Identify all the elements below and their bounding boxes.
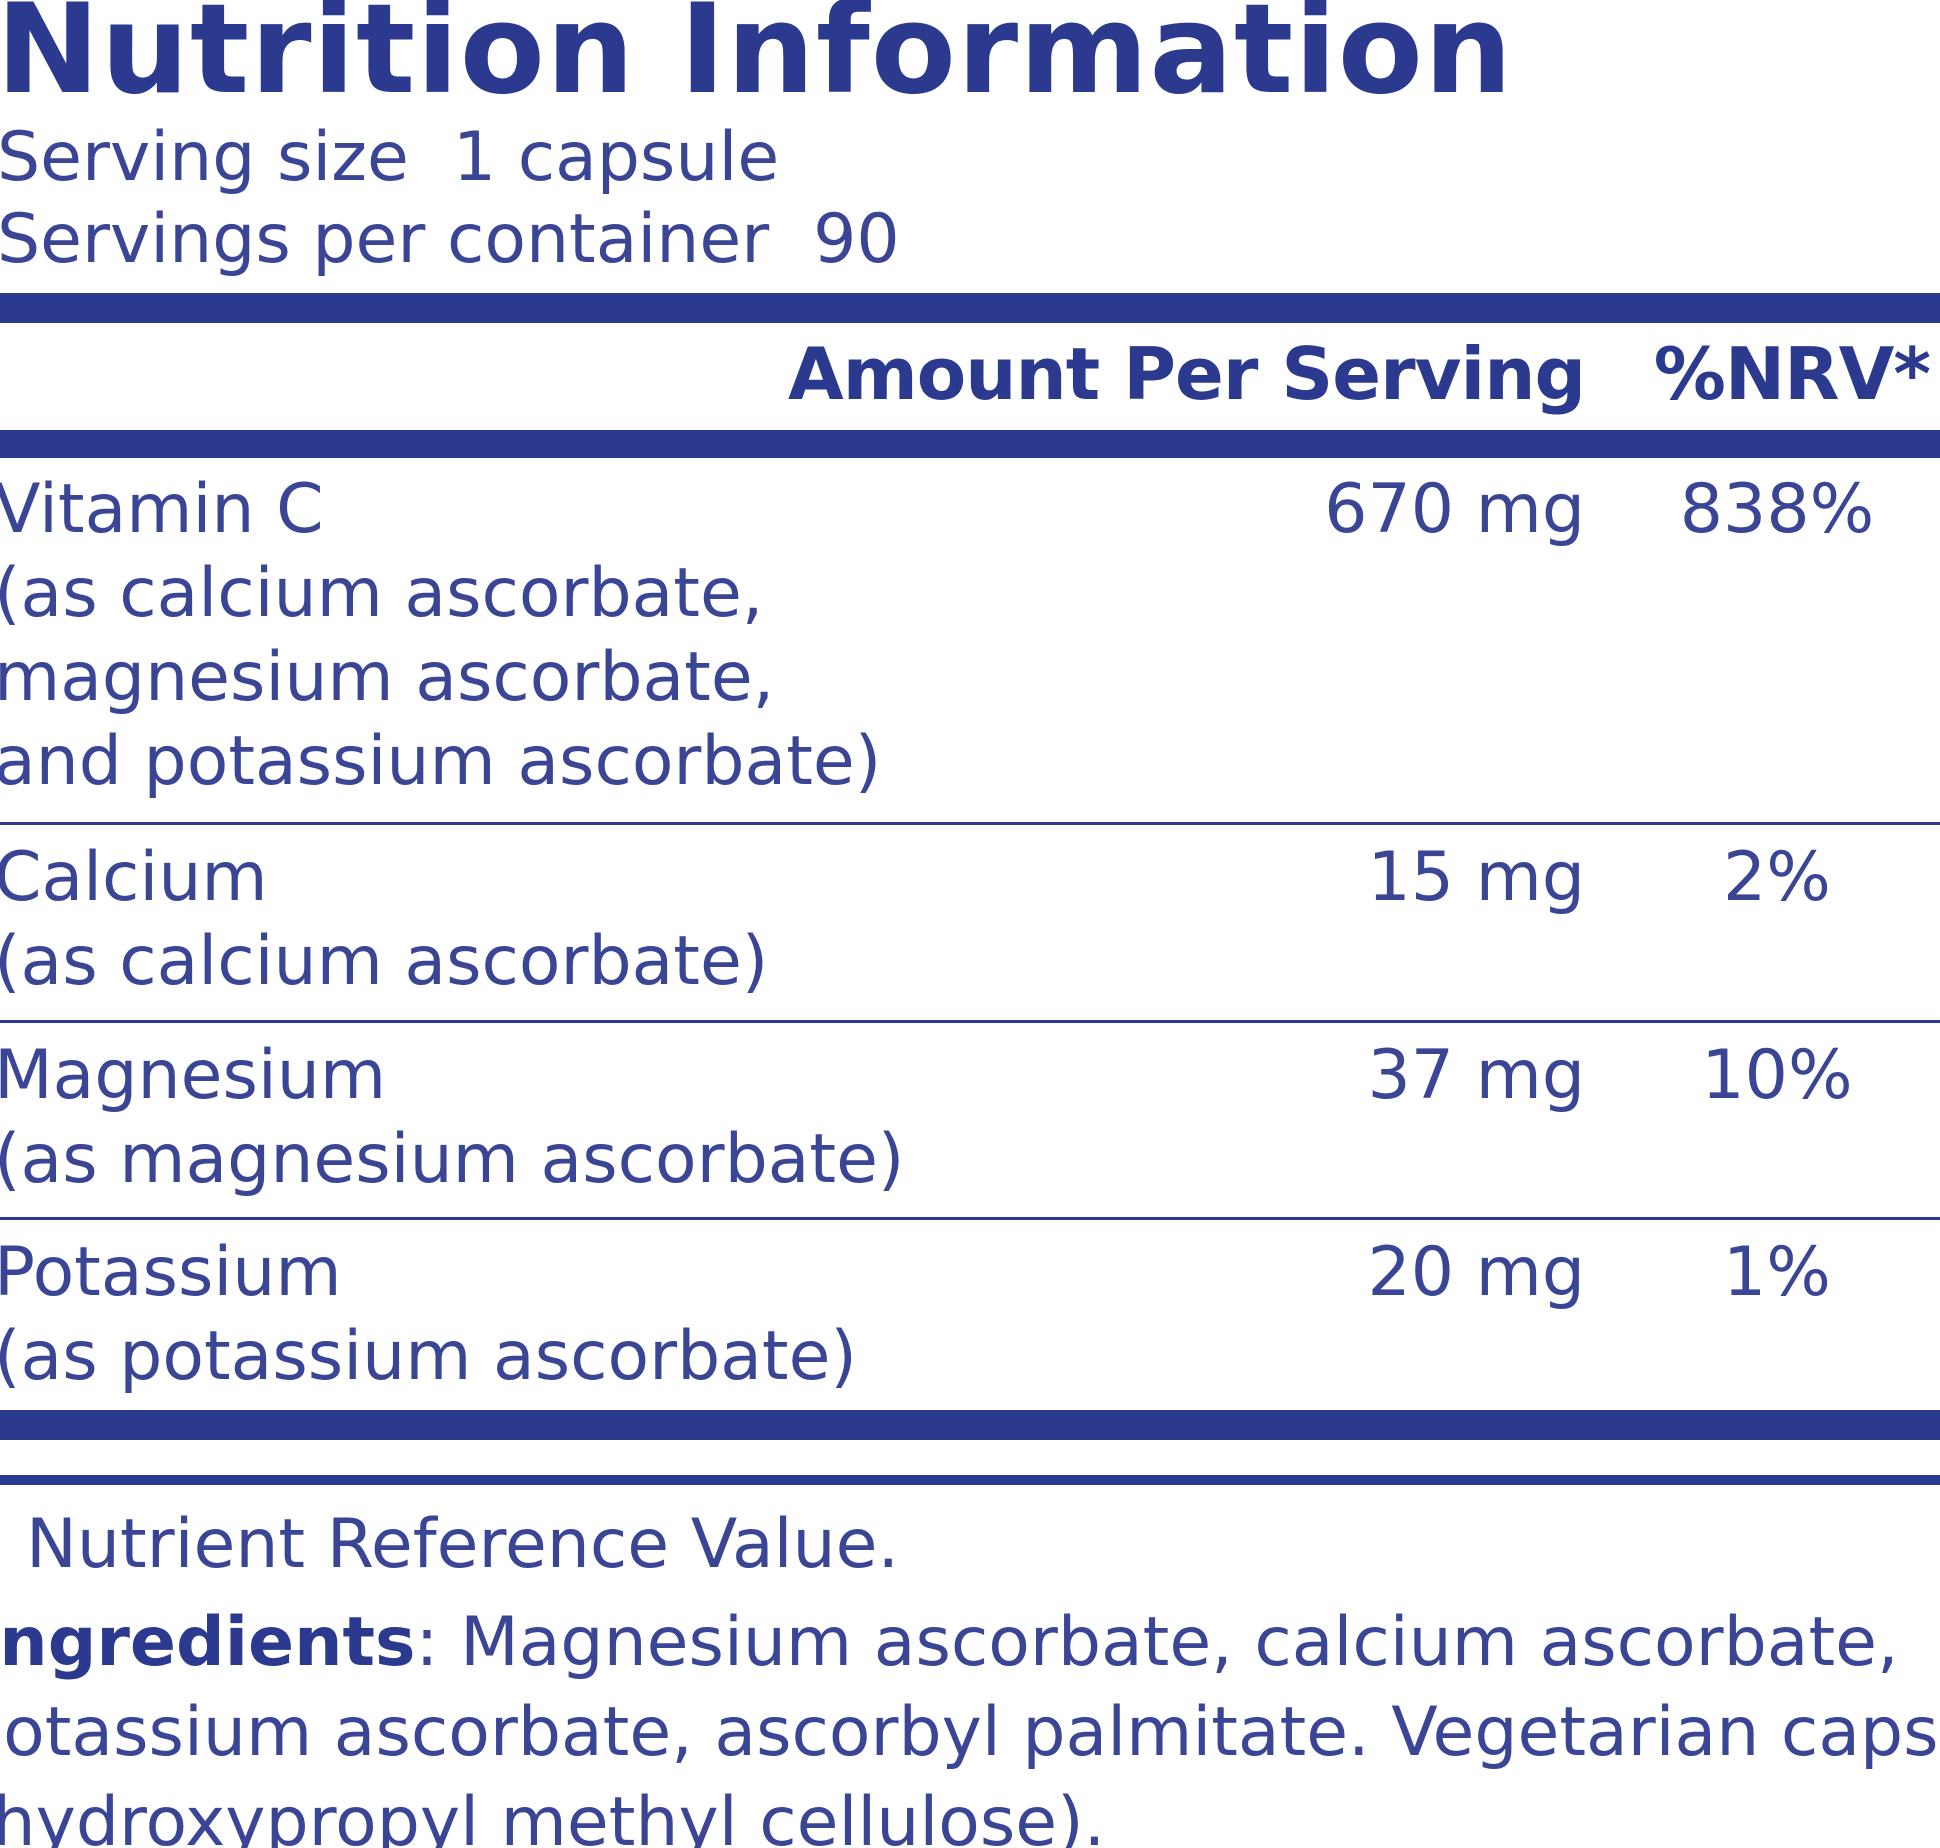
bottom-divider-bar — [0, 1410, 1940, 1440]
ingredients-line: (hydroxypropyl methyl cellulose). — [0, 1783, 1106, 1848]
serving-size: Serving size 1 capsule — [0, 118, 779, 197]
servings-per-container-value: 90 — [813, 200, 900, 279]
nutrient-nrv: 1% — [1723, 1233, 1831, 1312]
ingredients-label: Ingredients — [0, 1603, 416, 1682]
row-divider — [0, 822, 1940, 825]
nutrient-name: Calcium (as calcium ascorbate) — [0, 836, 768, 1004]
nutrient-amount: 20 mg — [1367, 1233, 1585, 1312]
page-title: Nutrition Information — [0, 0, 1514, 122]
nutrient-name-line: Potassium — [0, 1233, 342, 1312]
top-divider-bar — [0, 293, 1940, 323]
nutrient-name-line: Calcium — [0, 838, 268, 917]
servings-per-container-label: Servings per container — [0, 200, 770, 279]
nutrient-name-line: (as potassium ascorbate) — [0, 1317, 857, 1396]
nutrient-amount: 670 mg — [1324, 470, 1585, 549]
nutrient-name-line: (as magnesium ascorbate) — [0, 1120, 905, 1199]
nutrient-name: Magnesium (as magnesium ascorbate) — [0, 1034, 904, 1202]
header-divider-bar — [0, 430, 1940, 458]
nutrient-nrv: 2% — [1723, 838, 1831, 917]
nrv-header: %NRV* — [1653, 332, 1931, 416]
nutrient-nrv: 838% — [1679, 470, 1875, 549]
bottom-thin-rule — [0, 1475, 1940, 1485]
serving-size-value: 1 capsule — [452, 118, 780, 197]
nrv-footnote: Nutrient Reference Value. — [26, 1505, 900, 1584]
ingredients-line: Ingredients: Magnesium ascorbate, calciu… — [0, 1598, 1934, 1688]
amount-per-serving-header: Amount Per Serving — [788, 332, 1586, 416]
ingredients-text: : Magnesium ascorbate, calcium ascorbate… — [415, 1603, 1899, 1682]
row-divider — [0, 1020, 1940, 1023]
nutrient-nrv: 10% — [1701, 1036, 1853, 1115]
ingredients-statement: Ingredients: Magnesium ascorbate, calciu… — [0, 1598, 1940, 1848]
nutrient-amount: 15 mg — [1367, 838, 1585, 917]
nutrient-name-line: Magnesium — [0, 1036, 387, 1115]
nutrient-name-line: and potassium ascorbate) — [0, 722, 882, 801]
nutrient-amount: 37 mg — [1367, 1036, 1585, 1115]
row-divider — [0, 1217, 1940, 1220]
serving-size-label: Serving size — [0, 118, 409, 197]
ingredients-line: potassium ascorbate, ascorbyl palmitate.… — [0, 1693, 1940, 1772]
nutrient-name-line: Vitamin C — [0, 470, 324, 549]
nutrient-name: Vitamin C (as calcium ascorbate, magnesi… — [0, 468, 881, 804]
servings-per-container: Servings per container 90 — [0, 200, 900, 279]
nutrient-name-line: (as calcium ascorbate, — [0, 554, 764, 633]
nutrient-name: Potassium (as potassium ascorbate) — [0, 1231, 857, 1399]
nutrient-name-line: magnesium ascorbate, — [0, 638, 775, 717]
nutrient-name-line: (as calcium ascorbate) — [0, 922, 769, 1001]
